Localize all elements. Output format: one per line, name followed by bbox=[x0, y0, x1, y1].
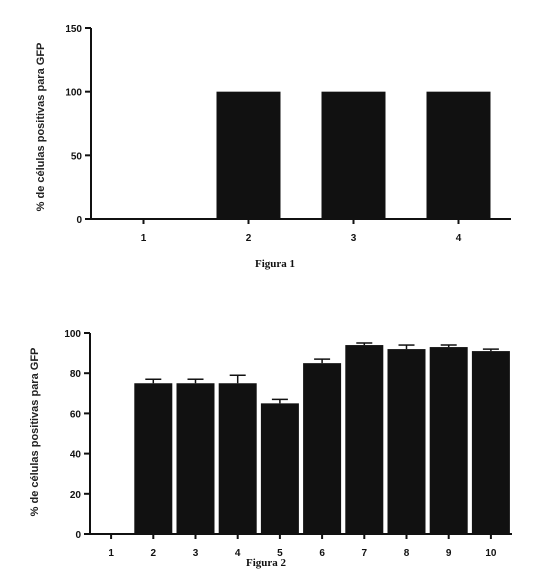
chart-2-xtick-label-10: 10 bbox=[485, 548, 497, 559]
chart-2-ytick-label-2: 40 bbox=[70, 450, 82, 461]
chart-2-bar-5 bbox=[260, 403, 299, 534]
chart-2-xtick-label-9: 9 bbox=[446, 548, 452, 559]
chart-2-bar-10 bbox=[471, 351, 510, 534]
chart-2-bar-3 bbox=[176, 383, 215, 534]
chart-1: % de células positivas para GFP 0 50 100 15… bbox=[35, 24, 511, 270]
chart-2-xtick-label-7: 7 bbox=[362, 548, 368, 559]
chart-2-xtick-label-8: 8 bbox=[404, 548, 410, 559]
chart-2-ytick-label-0: 0 bbox=[75, 530, 81, 541]
chart-2-xtick-label-2: 2 bbox=[151, 548, 157, 559]
chart-2-bar-4 bbox=[218, 383, 257, 534]
chart-2-ytick-label-1: 20 bbox=[70, 490, 82, 501]
chart-1-ytick-label-2: 100 bbox=[65, 88, 82, 99]
chart-2-bar-9 bbox=[429, 347, 468, 534]
chart-2-ytick-label-3: 60 bbox=[70, 409, 82, 420]
chart-1-xtick-label-2: 2 bbox=[246, 233, 252, 244]
chart-2-xtick-label-6: 6 bbox=[319, 548, 325, 559]
chart-2: % de células positivas para GFP 0 20 40 60 8… bbox=[29, 329, 512, 569]
chart-2-ylabel: % de células positivas para GFP bbox=[29, 348, 41, 517]
chart-1-xtick-label-4: 4 bbox=[456, 233, 462, 244]
chart-1-ytick-label-1: 50 bbox=[71, 151, 83, 162]
chart-2-bar-6 bbox=[303, 363, 342, 534]
chart-1-bar-4 bbox=[426, 91, 491, 219]
chart-1-bar-3 bbox=[321, 91, 386, 219]
chart-2-ytick-label-5: 100 bbox=[64, 329, 81, 340]
chart-2-bar-7 bbox=[345, 345, 384, 534]
chart-2-xtick-label-1: 1 bbox=[108, 548, 114, 559]
chart-1-bar-2 bbox=[216, 91, 281, 219]
chart-2-xtick-label-5: 5 bbox=[277, 548, 283, 559]
chart-1-ylabel: % de células positivas para GFP bbox=[35, 43, 47, 212]
chart-1-ytick-label-3: 150 bbox=[65, 24, 82, 35]
chart-1-caption: Figura 1 bbox=[255, 258, 295, 270]
chart-1-xtick-label-3: 3 bbox=[351, 233, 357, 244]
chart-2-xtick-label-4: 4 bbox=[235, 548, 241, 559]
chart-2-caption: Figura 2 bbox=[246, 557, 287, 569]
chart-2-xtick-label-3: 3 bbox=[193, 548, 199, 559]
chart-2-bar-8 bbox=[387, 349, 426, 534]
chart-2-ytick-label-4: 80 bbox=[70, 369, 82, 380]
chart-1-xtick-label-1: 1 bbox=[141, 233, 147, 244]
chart-2-bar-2 bbox=[134, 383, 173, 534]
chart-1-ytick-label-0: 0 bbox=[76, 215, 82, 226]
